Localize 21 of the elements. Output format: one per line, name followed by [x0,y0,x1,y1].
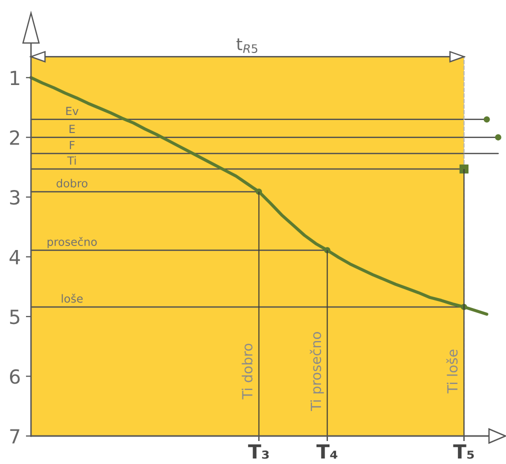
series-label: Ti [67,156,76,165]
x-tick-label: T₃ [248,444,269,459]
series-label: E [70,124,75,133]
series-label: prosečno [48,236,97,248]
text: Ti dobro [242,344,253,400]
text: Ti prosečno [310,332,324,412]
series-label: F [70,140,75,150]
x-tick-label: T₄ [316,444,338,459]
x-tick-label: T₅ [453,444,474,459]
y-tick-label: 1 [10,70,20,85]
text: Ti loše [446,350,458,394]
text: t$_{R5}$ [236,38,258,54]
y-tick-label: 3 [10,190,20,205]
y-tick-label: 4 [10,250,20,264]
y-tick-label: 7 [10,429,20,444]
y-tick-label: 5 [10,310,20,324]
y-tick-label: 2 [10,130,20,145]
series-label: Ev [66,106,78,116]
series-label: loše [62,294,83,303]
y-tick-label: 6 [10,369,20,384]
series-label: dobro [56,178,88,188]
